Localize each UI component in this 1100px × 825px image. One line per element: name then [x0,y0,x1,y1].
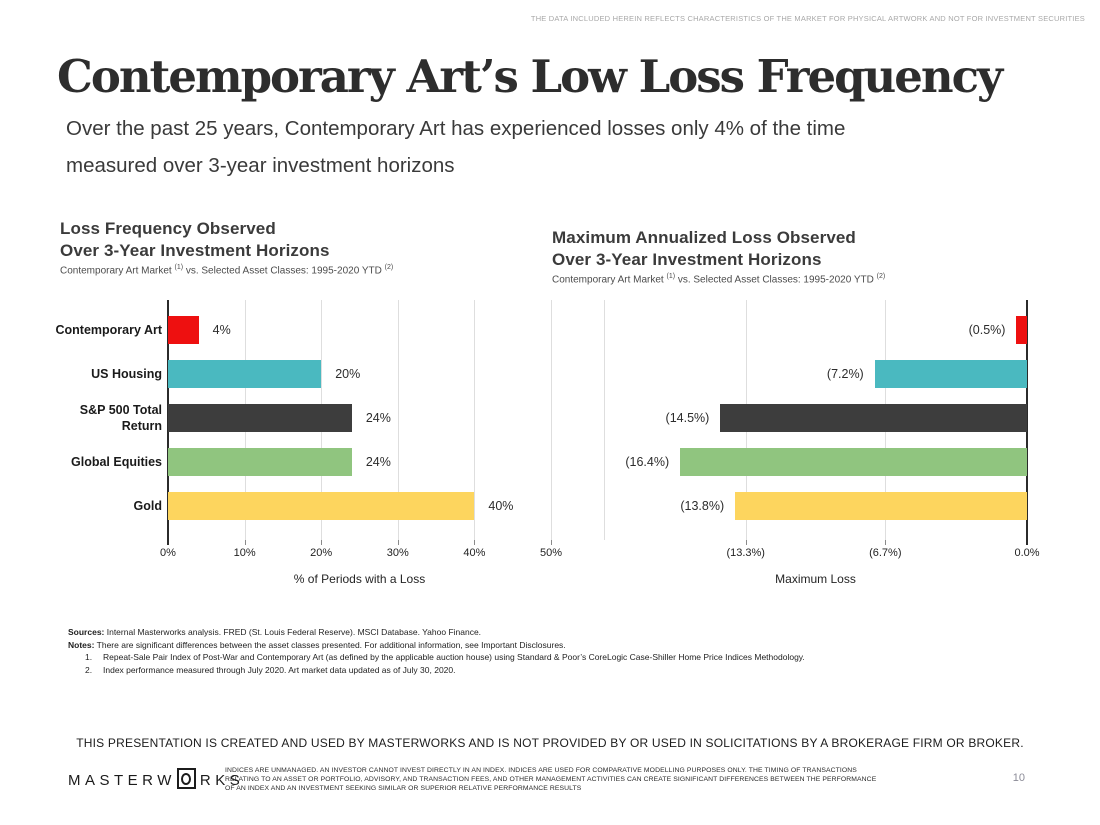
category-label: Global Equities [71,455,162,469]
maximum-loss-chart: (13.3%) (6.7%) 0.0% (0.5%) (7.2%) (14.5%) (16.… [604,300,1040,586]
bar-gold [168,492,475,520]
maximum-loss-chart-header: Maximum Annualized Loss Observed Over 3-… [552,227,1032,285]
sources-line: Sources: Internal Masterworks analysis. … [68,627,482,637]
masterworks-logo: MASTERW RKS [68,768,244,789]
zero-axis-line [1026,300,1028,545]
loss-frequency-chart: 0% 10% 20% 30% 40% 50% 4% Contemporary Art 20% US… [56,300,562,586]
gridline [397,300,399,540]
loss-frequency-chart-header: Loss Frequency Observed Over 3-Year Inve… [60,218,540,276]
axis-title: Maximum Loss [775,572,856,586]
axis-tick-label: (13.3%) [726,547,765,559]
category-label: US Housing [91,367,162,381]
axis-tick [244,540,246,545]
axis-tick-label: 0% [160,547,176,559]
value-label: 20% [335,367,361,381]
page-subtitle-line2: measured over 3-year investment horizons [66,154,455,177]
page-number: 10 [1012,772,1025,784]
chart-title-line2: Over 3-Year Investment Horizons [552,249,822,269]
gridline [474,300,476,540]
value-label: (16.4%) [625,455,670,469]
category-label: Contemporary Art [55,323,163,337]
axis-tick-label: 30% [386,547,409,559]
value-label: 40% [488,499,514,513]
value-label: (0.5%) [968,323,1006,337]
top-disclaimer: THE DATA INCLUDED HEREIN REFLECTS CHARAC… [530,14,1085,23]
chart-title-line2: Over 3-Year Investment Horizons [60,240,330,260]
category-label: S&P 500 Total Return [79,403,162,433]
page-subtitle-line1: Over the past 25 years, Contemporary Art… [66,117,846,140]
axis-tick-label: 0.0% [1014,547,1040,559]
notes-line: Notes: There are significant differences… [68,639,566,650]
gridline [551,300,552,540]
page-subtitle: Over the past 25 years, Contemporary Art… [66,110,845,184]
value-label: 24% [365,411,391,425]
bar-us-housing [874,360,1027,388]
page-title: Contemporary Art’s Low Loss Frequency [57,50,1003,103]
bar-global-equities [680,448,1027,476]
note-item: 2. Index performance measured through Ju… [85,664,456,675]
fine-print-disclaimer: INDICES ARE UNMANAGED. AN INVESTOR CANNO… [225,767,877,792]
bar-us-housing [168,360,322,388]
axis-title: % of Periods with a Loss [293,572,426,586]
category-label: Gold [133,499,162,513]
sources-notes: Sources: Internal Masterworks analysis. … [68,626,948,676]
chart-title-line1: Loss Frequency Observed [60,219,276,238]
axis-tick-label: (6.7%) [869,547,902,559]
chart-subtitle: Contemporary Art Market (1) vs. Selected… [552,273,886,286]
value-label: (14.5%) [665,411,710,425]
chart-title-line1: Maximum Annualized Loss Observed [552,228,856,247]
note-item: 1. Repeat-Sale Pair Index of Post-War an… [85,652,805,662]
bar-contemporary-art [168,316,199,344]
axis-tick-label: 50% [539,547,563,559]
bar-s-p-500-total-return [720,404,1027,432]
axis-tick [321,540,323,545]
axis-tick [551,540,552,545]
axis-tick [474,540,476,545]
footnote-ref-1: (1) [666,273,676,280]
chart-subtitle: Contemporary Art Market (1) vs. Selected… [60,264,394,277]
value-label: 4% [212,323,231,337]
bar-contemporary-art [1016,316,1027,344]
presentation-disclaimer: THIS PRESENTATION IS CREATED AND USED BY… [76,736,1024,750]
axis-tick-label: 20% [310,547,333,559]
footnote-ref-2: (2) [876,273,886,280]
axis-tick-label: 40% [463,547,486,559]
value-label: (13.8%) [680,499,725,513]
footnote-ref-1: (1) [174,264,184,271]
axis-tick-label: 10% [233,547,256,559]
value-label: 24% [365,455,391,469]
bar-s-p-500-total-return [168,404,352,432]
axis-tick [397,540,399,545]
masterworks-logo-o-icon [176,768,196,789]
bar-global-equities [168,448,352,476]
footnote-ref-2: (2) [384,264,394,271]
axis-tick [745,540,747,545]
axis-tick [885,540,887,545]
gridline [604,300,605,540]
value-label: (7.2%) [826,367,864,381]
bar-gold [735,492,1027,520]
